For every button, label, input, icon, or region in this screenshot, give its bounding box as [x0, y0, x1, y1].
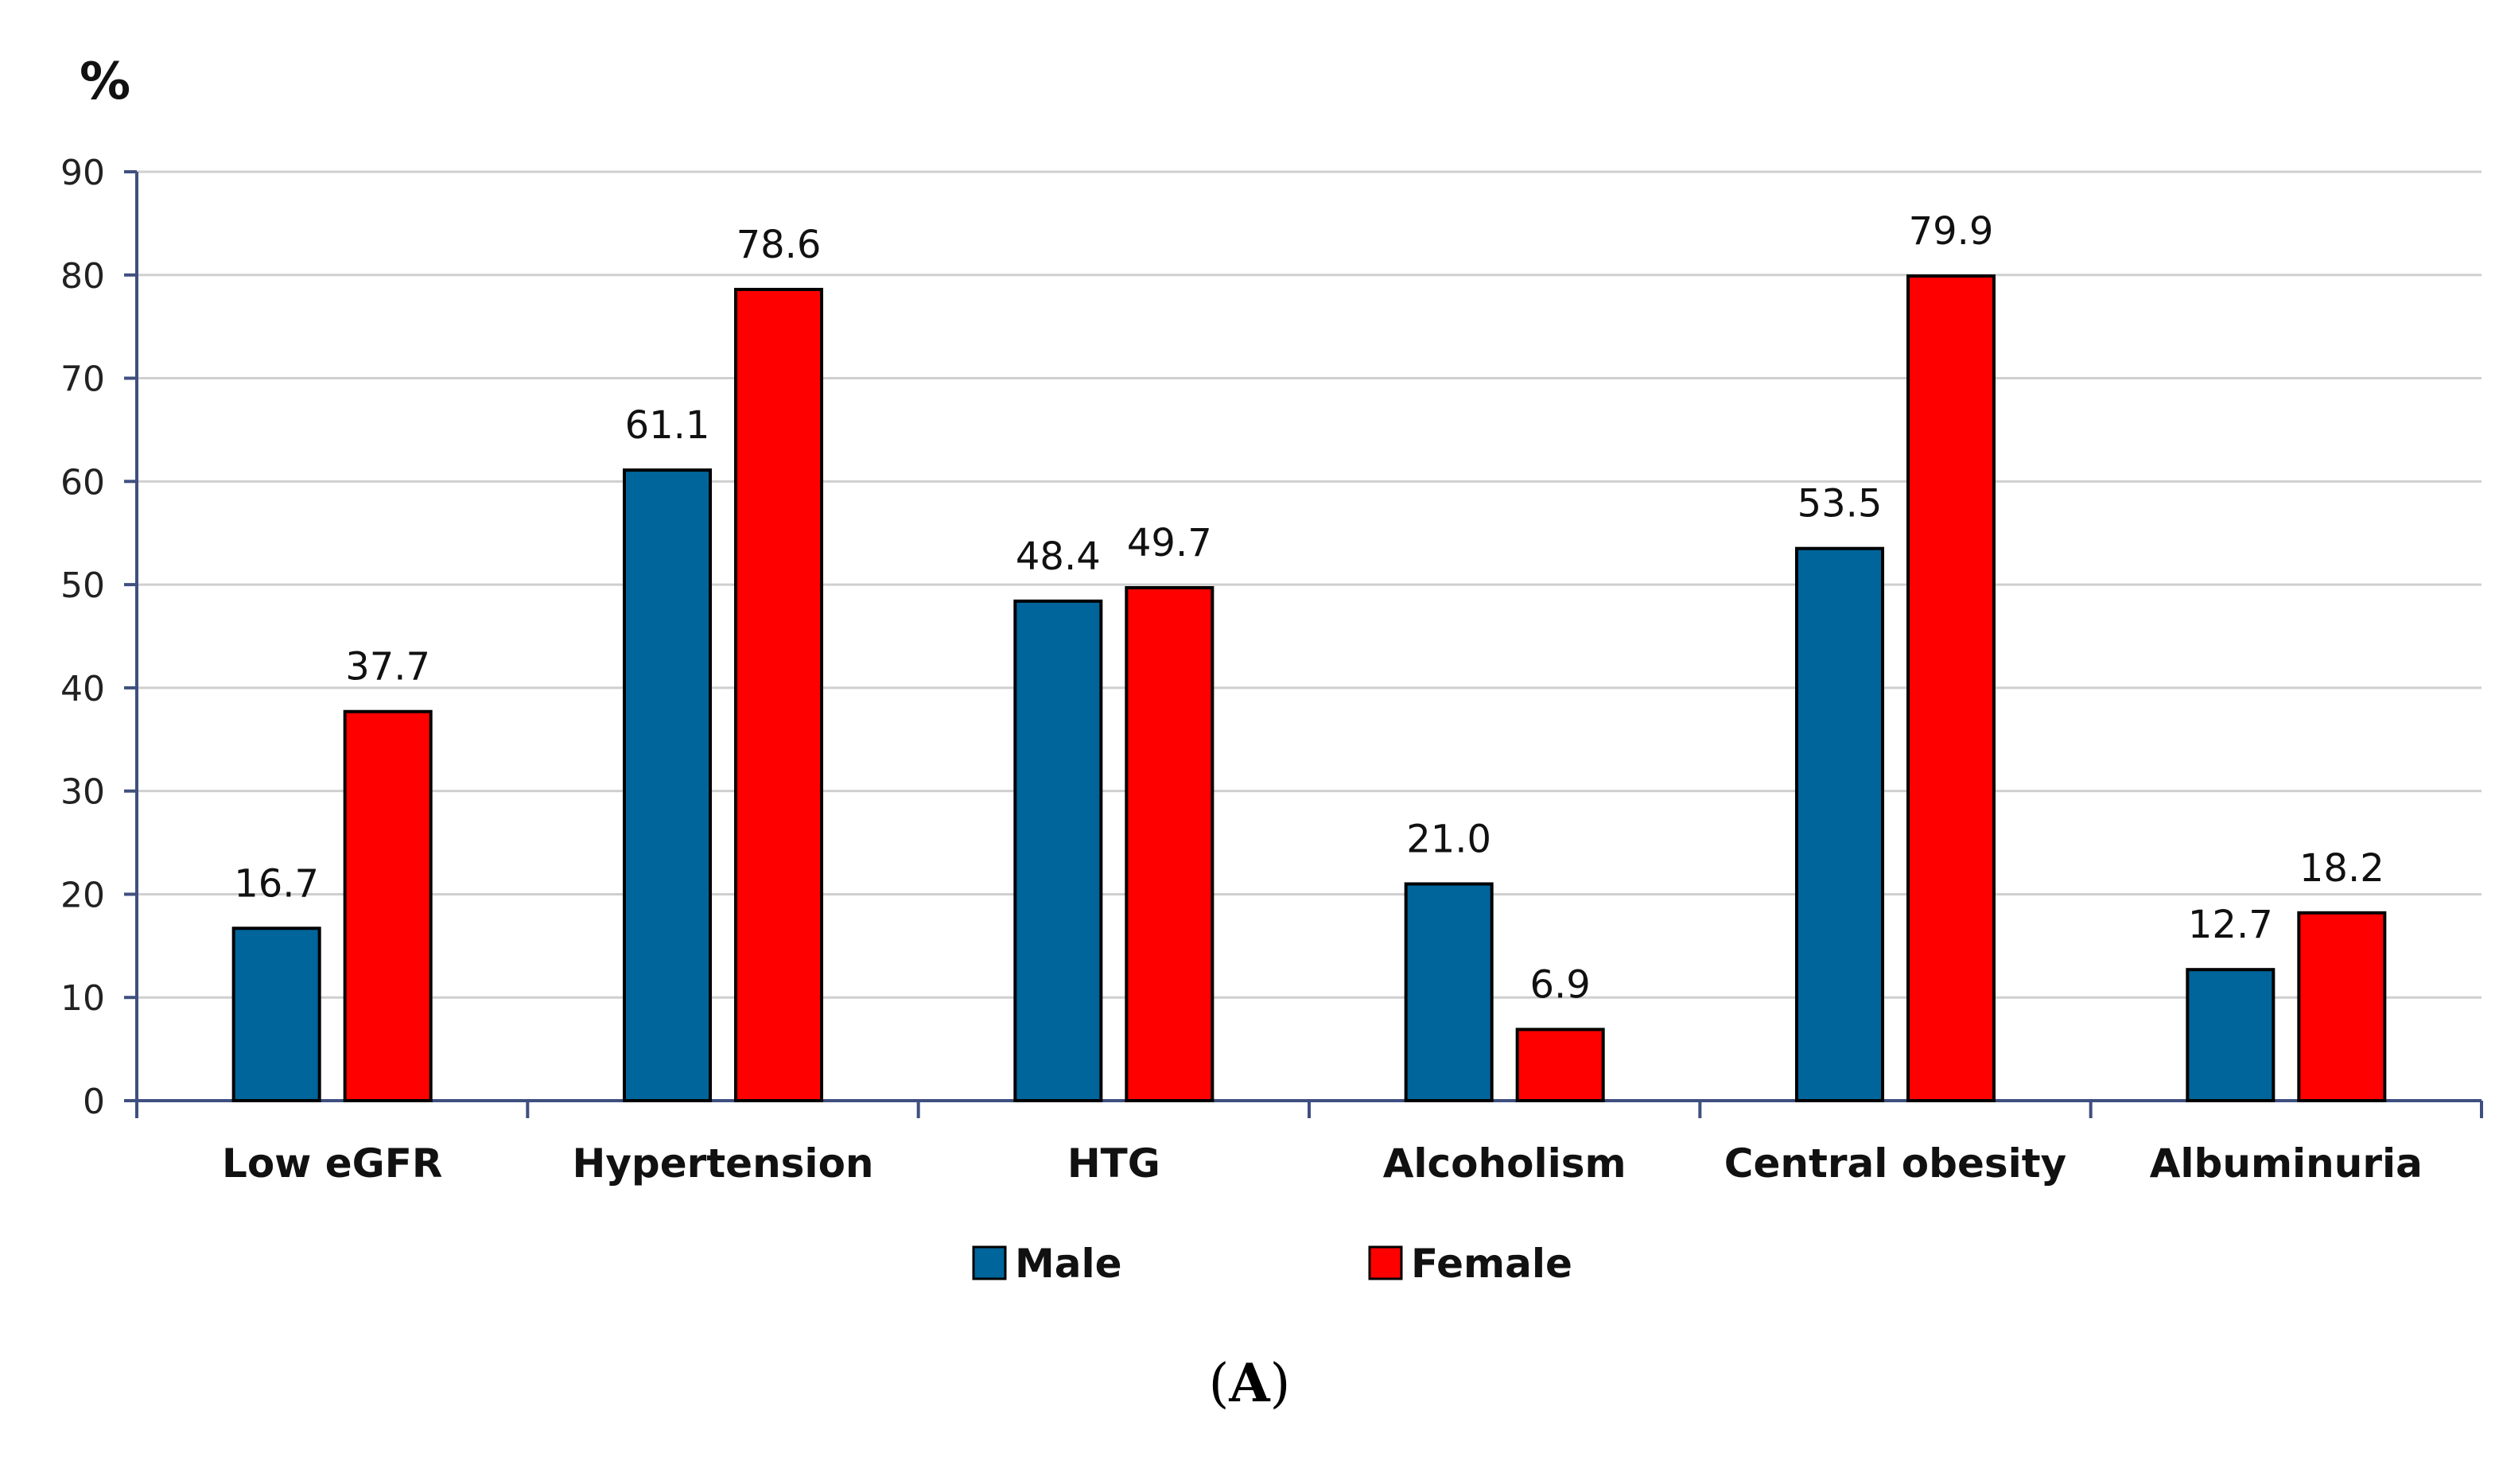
axes	[124, 170, 2483, 1118]
figure-caption: (A)	[1208, 1352, 1291, 1414]
value-label: 49.7	[1127, 521, 1212, 565]
bar-male-albuminuria	[2186, 968, 2276, 1103]
value-label: 18.2	[2299, 846, 2384, 891]
bar-female-htg	[1125, 586, 1215, 1102]
value-label: 21.0	[1406, 817, 1491, 861]
y-tick-label: 40	[60, 669, 105, 709]
value-label: 53.5	[1797, 482, 1883, 526]
figure-letter: A	[1229, 1352, 1270, 1414]
bar-female-low-egfr	[343, 709, 433, 1102]
category-label: Low eGFR	[222, 1140, 442, 1187]
bar-female-alcoholism	[1515, 1028, 1605, 1103]
bar-male-htg	[1013, 599, 1103, 1102]
legend-swatch-female	[1368, 1245, 1403, 1280]
y-tick-label: 0	[83, 1082, 105, 1122]
legend-swatch-male	[972, 1245, 1007, 1280]
gridlines	[137, 170, 2482, 999]
value-label: 12.7	[2188, 903, 2273, 947]
bar-male-central-obesity	[1795, 546, 1884, 1102]
bar-female-central-obesity	[1906, 274, 1996, 1102]
value-label: 6.9	[1529, 962, 1590, 1007]
category-label: Hypertension	[572, 1140, 873, 1187]
y-tick-label: 10	[60, 978, 105, 1019]
labels: 0 10 20 30 40 50 60 70 80 90% 16.7 37.7 Low eGFR 61.1…	[60, 52, 2423, 1187]
y-tick-label: 80	[60, 256, 105, 297]
category-label: HTG	[1067, 1140, 1160, 1187]
value-label: 37.7	[345, 645, 430, 690]
category-label: Albuminuria	[2150, 1140, 2423, 1187]
y-tick-label: 30	[60, 772, 105, 813]
y-unit-label: %	[80, 52, 130, 111]
category-label: Central obesity	[1724, 1140, 2067, 1187]
value-label: 79.9	[1909, 209, 1994, 254]
y-tick-label: 70	[60, 359, 105, 400]
category-label: Alcoholism	[1383, 1140, 1626, 1187]
bar-female-hypertension	[734, 287, 823, 1102]
legend: Male Female	[972, 1241, 1572, 1287]
bar-female-albuminuria	[2297, 911, 2387, 1102]
legend-label-male: Male	[1015, 1241, 1122, 1287]
bars	[231, 274, 2387, 1103]
value-label: 48.4	[1016, 534, 1101, 579]
y-tick-label: 90	[60, 153, 105, 193]
value-label: 78.6	[736, 223, 822, 267]
bar-male-hypertension	[623, 468, 712, 1102]
y-tick-label: 20	[60, 875, 105, 915]
bar-male-low-egfr	[231, 927, 321, 1102]
bar-male-alcoholism	[1404, 882, 1494, 1102]
value-label: 16.7	[234, 861, 319, 906]
y-tick-label: 50	[60, 565, 105, 606]
y-tick-label: 60	[60, 462, 105, 503]
value-label: 61.1	[625, 403, 710, 448]
legend-label-female: Female	[1411, 1241, 1572, 1287]
